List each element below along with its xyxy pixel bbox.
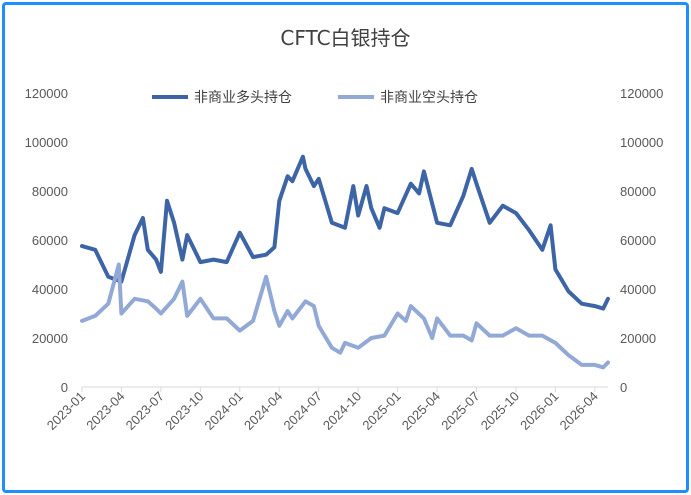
legend-label-long: 非商业多头持仓 <box>194 89 292 105</box>
x-tick-label: 2024-07 <box>280 389 324 433</box>
y-tick-label-right: 60000 <box>620 233 656 248</box>
y-tick-label-left: 120000 <box>25 86 68 101</box>
x-tick-label: 2023-01 <box>44 389 88 433</box>
series-line-long <box>80 154 610 311</box>
x-tick-label: 2025-07 <box>438 389 482 433</box>
legend-label-short: 非商业空头持仓 <box>380 89 478 105</box>
y-tick-label-left: 40000 <box>32 282 68 297</box>
y-tick-label-right: 40000 <box>620 282 656 297</box>
y-tick-label-left: 20000 <box>32 331 68 346</box>
x-tick-label: 2024-04 <box>241 389 285 433</box>
x-tick-label: 2026-01 <box>517 389 561 433</box>
y-tick-label-left: 100000 <box>25 135 68 150</box>
chart-legend: 非商业多头持仓 非商业空头持仓 <box>152 89 478 105</box>
y-tick-label-right: 80000 <box>620 184 656 199</box>
x-tick-label: 2026-04 <box>557 389 601 433</box>
y-tick-label-right: 0 <box>620 380 627 395</box>
x-tick-label: 2023-10 <box>162 389 206 433</box>
x-tick-label: 2025-04 <box>399 389 443 433</box>
series-line-short <box>80 262 610 370</box>
y-tick-label-left: 60000 <box>32 233 68 248</box>
x-tick-label: 2023-07 <box>123 389 167 433</box>
y-tick-label-left: 0 <box>61 380 68 395</box>
x-tick-label: 2025-10 <box>478 389 522 433</box>
y-tick-label-left: 80000 <box>32 184 68 199</box>
y-tick-label-right: 120000 <box>620 86 663 101</box>
x-tick-label: 2025-01 <box>359 389 403 433</box>
y-tick-label-right: 20000 <box>620 331 656 346</box>
x-tick-label: 2024-10 <box>320 389 364 433</box>
y-tick-label-right: 100000 <box>620 135 663 150</box>
x-tick-label: 2024-01 <box>202 389 246 433</box>
x-tick-label: 2023-04 <box>83 389 127 433</box>
chart-title: CFTC白银持仓 <box>280 26 411 50</box>
